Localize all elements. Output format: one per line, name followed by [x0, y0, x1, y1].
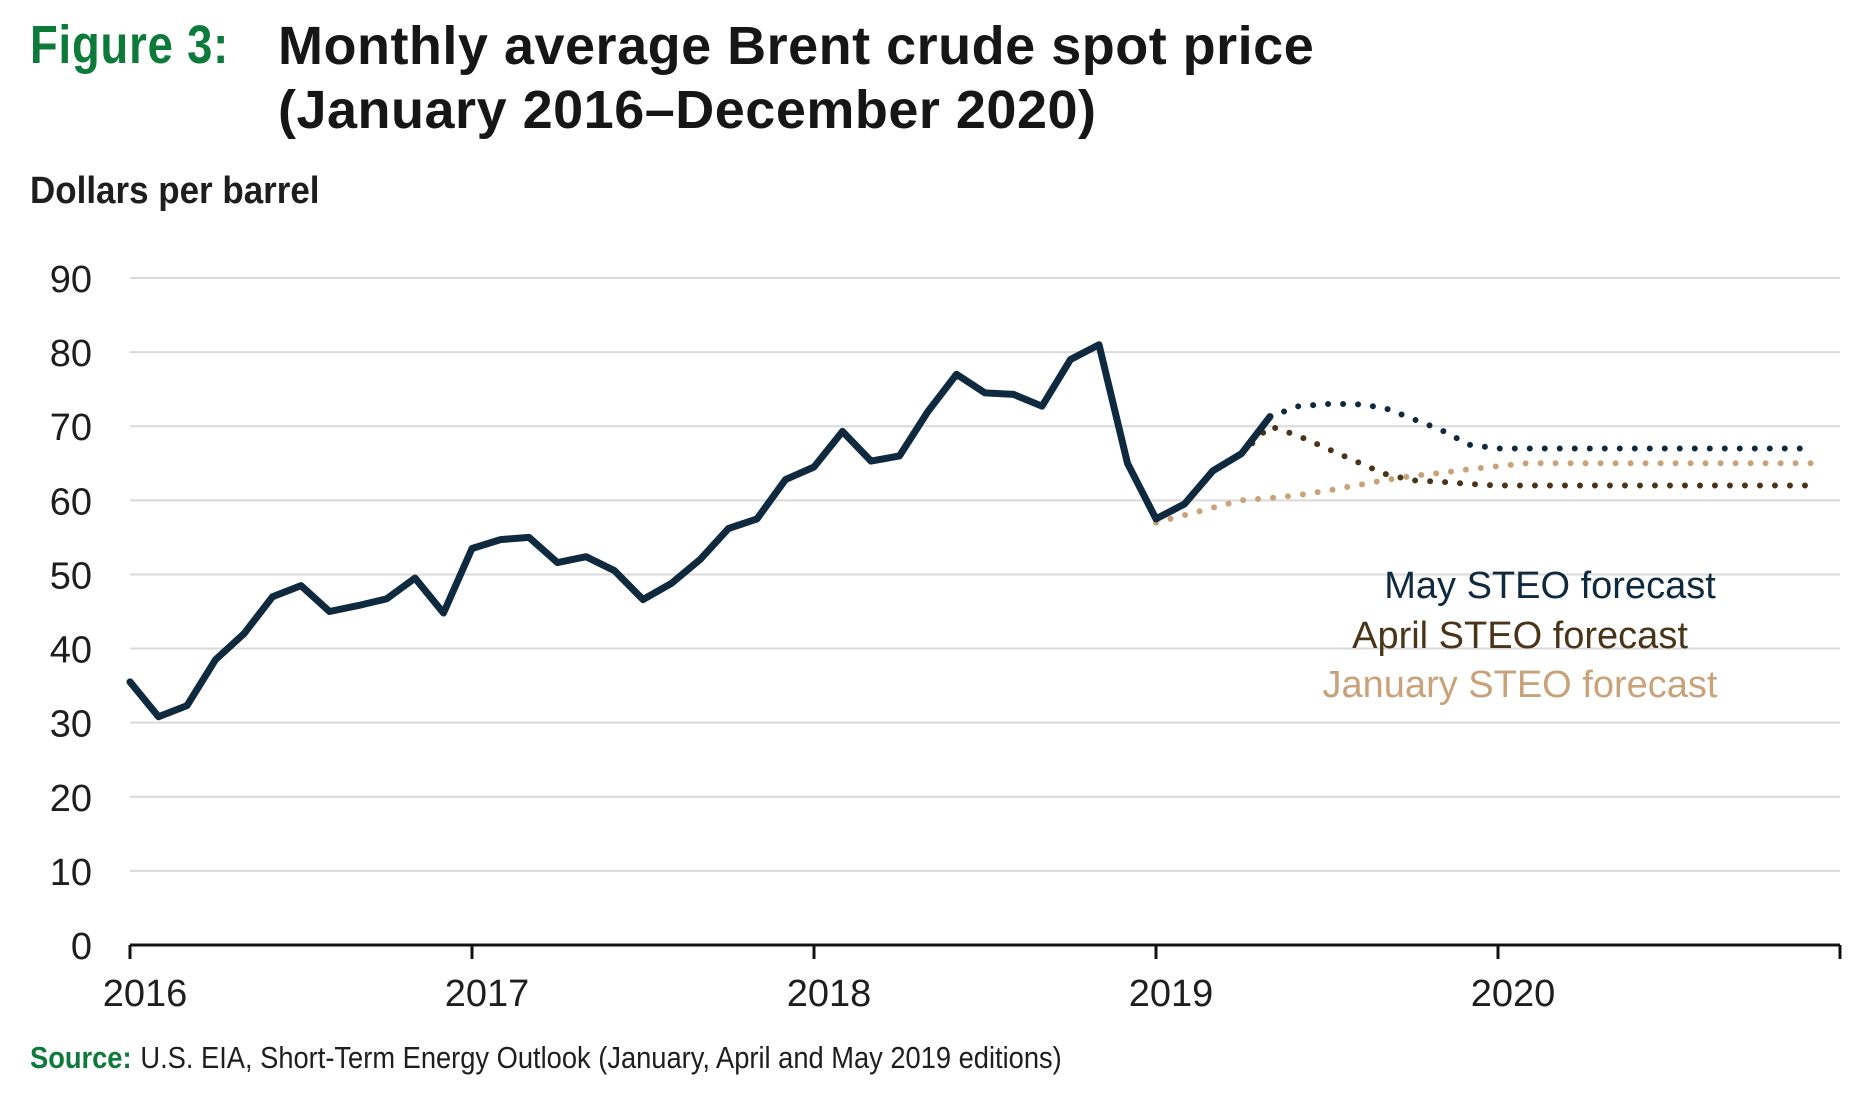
- source-text: U.S. EIA, Short-Term Energy Outlook (Jan…: [140, 1040, 1062, 1075]
- y-tick-label: 50: [50, 555, 92, 597]
- x-tick-label: 2019: [1129, 973, 1214, 1015]
- y-tick-label: 70: [50, 407, 92, 449]
- x-tick-label: 2018: [787, 973, 872, 1015]
- y-tick-label: 30: [50, 704, 92, 746]
- series-line-actual: [126, 341, 1274, 721]
- source-label: Source:: [30, 1040, 132, 1075]
- x-tick-label: 2020: [1471, 973, 1556, 1015]
- y-tick-label: 20: [50, 778, 92, 820]
- y-unit-label: Dollars per barrel: [30, 170, 320, 212]
- figure-label: Figure 3:: [30, 15, 230, 75]
- y-tick-label: 90: [50, 259, 92, 301]
- y-tick-label: 10: [50, 852, 92, 894]
- source-note: Source: U.S. EIA, Short-Term Energy Outlo…: [30, 1040, 1062, 1076]
- y-tick-label: 0: [71, 926, 92, 968]
- y-tick-label: 80: [50, 333, 92, 375]
- annotation-april-forecast: April STEO forecast: [1352, 615, 1688, 657]
- y-tick-label: 40: [50, 630, 92, 672]
- y-tick-label: 60: [50, 481, 92, 523]
- series-line-january: [1153, 460, 1815, 526]
- x-tick-label: 2016: [103, 973, 188, 1015]
- x-tick-label: 2017: [445, 973, 530, 1015]
- annotation-may-forecast: May STEO forecast: [1384, 565, 1716, 607]
- annotation-january-forecast: January STEO forecast: [1323, 664, 1718, 706]
- brent-price-chart: 0 10 20 30 40 50 60 70 80 90 2016 2017 2018 2019 2020 M…: [50, 259, 1842, 1015]
- series-line-april: [1238, 422, 1815, 489]
- series-line-may: [1267, 401, 1815, 452]
- figure-title: Monthly average Brent crude spot price (…: [278, 16, 1315, 140]
